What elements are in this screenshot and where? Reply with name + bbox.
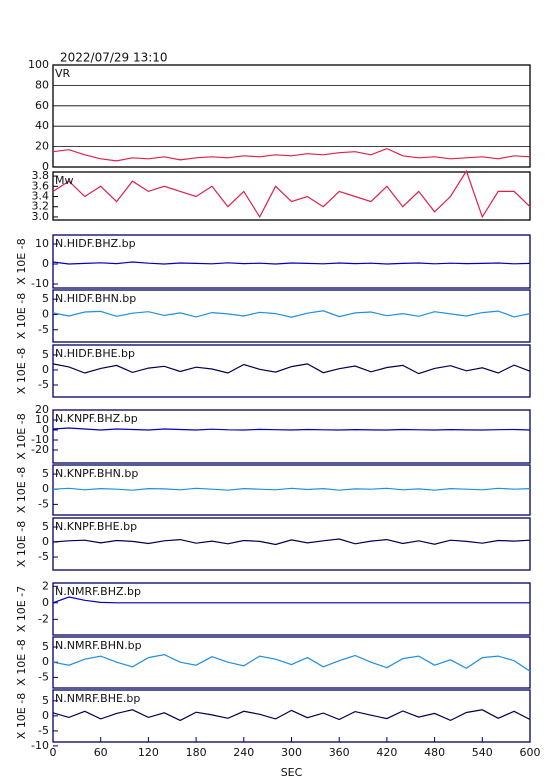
x-tick-label: 0: [50, 746, 57, 759]
y-tick-label: -2: [38, 612, 49, 625]
x-tick-label: 420: [376, 746, 397, 759]
y-tick-label: 80: [35, 78, 49, 91]
y-axis-label: X 10E -8: [15, 639, 28, 685]
y-tick-label: -10: [31, 433, 49, 446]
plot-frame: [52, 582, 531, 636]
y-tick-label: -10: [31, 277, 49, 290]
panel-label: N.KNPF.BHE.bp: [55, 520, 137, 533]
trace: [52, 363, 531, 375]
x-tick-label: 600: [520, 746, 541, 759]
trace: [52, 147, 531, 162]
panel-label: N.KNPF.BHZ.bp: [55, 412, 138, 425]
panel-label: N.HIDF.BHN.bp: [55, 292, 136, 305]
y-tick-label: 3.4: [32, 190, 50, 203]
y-tick-label: 0: [42, 307, 49, 320]
plot-frame: [52, 517, 531, 571]
y-tick-label: 0: [42, 655, 49, 668]
x-tick-label: 180: [186, 746, 207, 759]
y-tick-label: 5: [42, 694, 49, 707]
panel-label: N.KNPF.BHN.bp: [55, 467, 138, 480]
panel-label: VR: [55, 67, 71, 80]
y-tick-label: 0: [42, 709, 49, 722]
y-tick-label: 5: [42, 348, 49, 361]
x-tick-label: 480: [424, 746, 445, 759]
y-tick-label: -5: [38, 378, 49, 391]
y-tick-label: 10: [35, 237, 49, 250]
trace: [52, 487, 531, 491]
y-tick-label: 3.8: [32, 169, 50, 182]
y-tick-label: 0: [42, 535, 49, 548]
y-tick-label: 0: [42, 596, 49, 609]
panel-label: N.HIDF.BHE.bp: [55, 347, 135, 360]
y-tick-label: 3.0: [32, 210, 50, 223]
trace: [52, 596, 530, 604]
x-tick-label: 540: [472, 746, 493, 759]
y-tick-label: 10: [35, 413, 49, 426]
x-axis-label: SEC: [281, 766, 303, 779]
y-tick-label: 3.2: [32, 200, 50, 213]
y-tick-label: 60: [35, 99, 49, 112]
y-axis-label: X 10E -8: [15, 693, 28, 739]
y-tick-label: 5: [42, 640, 49, 653]
y-tick-label: 0: [42, 257, 49, 270]
y-axis-label: X 10E -8: [15, 467, 28, 513]
y-axis-label: X 10E -8: [15, 348, 28, 394]
y-tick-label: 3.6: [32, 179, 50, 192]
y-tick-label: -20: [31, 443, 49, 456]
y-tick-label: 5: [42, 520, 49, 533]
y-tick-label: -5: [38, 323, 49, 336]
trace: [52, 653, 531, 672]
y-tick-label: 0: [42, 160, 49, 173]
y-tick-label: 40: [35, 119, 49, 132]
plot-frame: [52, 234, 531, 289]
panel-label: Mw: [55, 174, 74, 187]
x-tick-label: 240: [233, 746, 254, 759]
plot-frame: [52, 289, 531, 343]
chart-title: 2022/07/29 13:10: [60, 51, 168, 65]
trace: [52, 169, 531, 219]
panel-label: N.HIDF.BHZ.bp: [55, 237, 136, 250]
x-tick-label: 120: [138, 746, 159, 759]
plot-frame: [52, 409, 531, 464]
x-tick-label: 300: [281, 746, 302, 759]
trace: [52, 427, 531, 431]
y-axis-label: X 10E -8: [15, 413, 28, 459]
panel-label: N.NMRF.BHN.bp: [55, 639, 142, 652]
y-tick-label: 20: [35, 140, 49, 153]
y-tick-label: -5: [38, 550, 49, 563]
y-tick-label: -5: [38, 724, 49, 737]
y-axis-label: X 10E -8: [15, 238, 28, 284]
plot-frame: [52, 171, 531, 221]
y-tick-label: -10: [31, 739, 49, 752]
y-axis-label: X 10E -8: [15, 521, 28, 567]
panel-label: N.NMRF.BHZ.bp: [55, 585, 141, 598]
y-tick-label: 100: [28, 58, 49, 71]
trace: [52, 261, 531, 265]
y-tick-label: 5: [42, 467, 49, 480]
y-tick-label: -5: [38, 670, 49, 683]
x-tick-label: 60: [94, 746, 108, 759]
y-tick-label: 0: [42, 423, 49, 436]
y-tick-label: -5: [38, 497, 49, 510]
plot-frame: [52, 464, 531, 516]
y-tick-label: 0: [42, 482, 49, 495]
trace: [52, 538, 531, 546]
y-tick-label: 2: [42, 579, 49, 592]
plot-frame: [52, 64, 531, 168]
x-tick-label: 360: [329, 746, 350, 759]
y-tick-label: 0: [42, 363, 49, 376]
y-tick-label: 5: [42, 292, 49, 305]
trace: [52, 310, 531, 318]
trace: [52, 709, 531, 722]
y-tick-label: 20: [35, 403, 49, 416]
y-axis-label: X 10E -8: [15, 293, 28, 339]
panel-label: N.NMRF.BHE.bp: [55, 692, 140, 705]
y-axis-label: X 10E -7: [15, 586, 28, 632]
